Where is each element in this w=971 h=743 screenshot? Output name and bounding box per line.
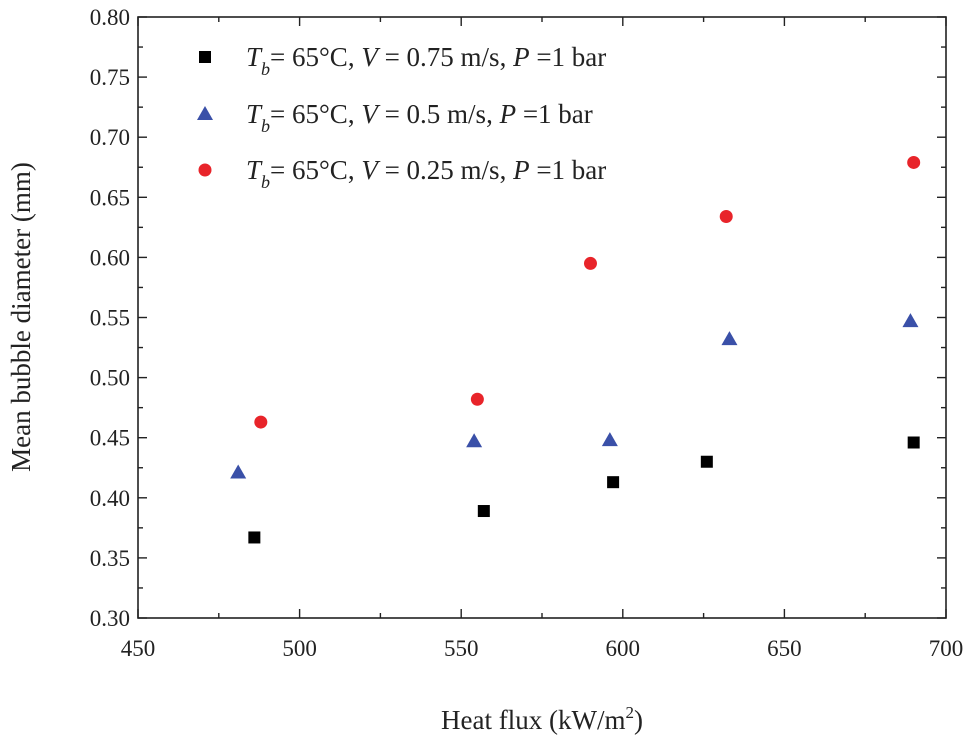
series-circle	[254, 155, 921, 429]
data-point-triangle	[721, 331, 738, 346]
y-axis-title: Mean bubble diameter (mm)	[6, 162, 36, 472]
legend-label-part: T	[246, 155, 263, 185]
legend-label-part: = 0.5 m/s,	[378, 99, 500, 129]
data-point-circle	[470, 392, 484, 406]
x-tick-label: 650	[767, 636, 802, 661]
legend-label-part: V	[361, 155, 381, 185]
data-point-circle	[907, 155, 921, 169]
axis-tick-labels: 450 500 550 600 650 700 0.30 0.35 0.40 0.45 0.50 0.…	[90, 5, 964, 661]
data-point-circle	[583, 256, 597, 270]
x-axis-title-close: )	[634, 705, 643, 735]
x-axis-title-superscript: 2	[625, 703, 634, 722]
legend-label-part: b	[261, 172, 270, 192]
legend-label-part: P	[499, 99, 517, 129]
legend-marker-circle	[198, 163, 212, 177]
y-tick-label: 0.55	[90, 306, 130, 331]
y-tick-label: 0.45	[90, 426, 130, 451]
legend-label: Tb= 65°C, V = 0.5 m/s, P =1 bar	[246, 99, 593, 136]
data-point-triangle	[230, 464, 247, 479]
legend-label-part: P	[512, 155, 530, 185]
legend-label-part: =1 bar	[530, 42, 607, 72]
y-tick-label: 0.50	[90, 366, 130, 391]
data-point-triangle	[601, 432, 618, 447]
series-square	[248, 436, 920, 544]
y-tick-label: 0.40	[90, 486, 130, 511]
legend-label-part: b	[261, 59, 270, 79]
legend-label-part: = 65°C,	[270, 99, 361, 129]
legend-label-part: T	[246, 99, 263, 129]
data-point-square	[607, 476, 620, 489]
legend-label: Tb= 65°C, V = 0.25 m/s, P =1 bar	[246, 155, 606, 192]
legend-label-part: =1 bar	[516, 99, 593, 129]
x-tick-label: 700	[929, 636, 964, 661]
legend-label-part: =1 bar	[530, 155, 607, 185]
legend-label-part: V	[361, 99, 381, 129]
x-axis-title: Heat flux (kW/m2)	[441, 703, 643, 735]
x-tick-label: 500	[282, 636, 317, 661]
y-tick-label: 0.60	[90, 245, 130, 270]
legend-label-part: T	[246, 42, 263, 72]
legend-label-part: P	[512, 42, 530, 72]
legend-label-part: = 0.75 m/s,	[378, 42, 513, 72]
data-point-triangle	[466, 433, 483, 448]
y-tick-label: 0.30	[90, 606, 130, 631]
series-triangle	[230, 313, 919, 479]
data-point-square	[907, 436, 920, 449]
data-point-square	[248, 531, 261, 544]
legend-label: Tb= 65°C, V = 0.75 m/s, P =1 bar	[246, 42, 606, 79]
legend-label-part: = 0.25 m/s,	[378, 155, 513, 185]
data-points	[230, 155, 921, 544]
legend-marker-triangle	[197, 106, 213, 120]
x-tick-label: 450	[121, 636, 156, 661]
data-point-circle	[254, 415, 268, 429]
x-tick-label: 550	[444, 636, 479, 661]
data-point-triangle	[902, 313, 919, 328]
y-tick-label: 0.80	[90, 5, 130, 30]
legend-label-part: b	[261, 116, 270, 136]
data-point-square	[700, 455, 713, 468]
data-point-square	[477, 505, 490, 518]
y-tick-label: 0.65	[90, 185, 130, 210]
y-tick-label: 0.75	[90, 65, 130, 90]
legend-label-part: V	[361, 42, 381, 72]
legend-label-part: = 65°C,	[270, 155, 361, 185]
y-tick-label: 0.35	[90, 546, 130, 571]
legend-marker-square	[199, 51, 211, 63]
data-point-circle	[719, 210, 733, 224]
axis-ticks	[137, 16, 947, 619]
legend-label-part: = 65°C,	[270, 42, 361, 72]
y-tick-label: 0.70	[90, 125, 130, 150]
x-axis-title-main: Heat flux (kW/m	[441, 705, 625, 735]
x-tick-label: 600	[606, 636, 641, 661]
